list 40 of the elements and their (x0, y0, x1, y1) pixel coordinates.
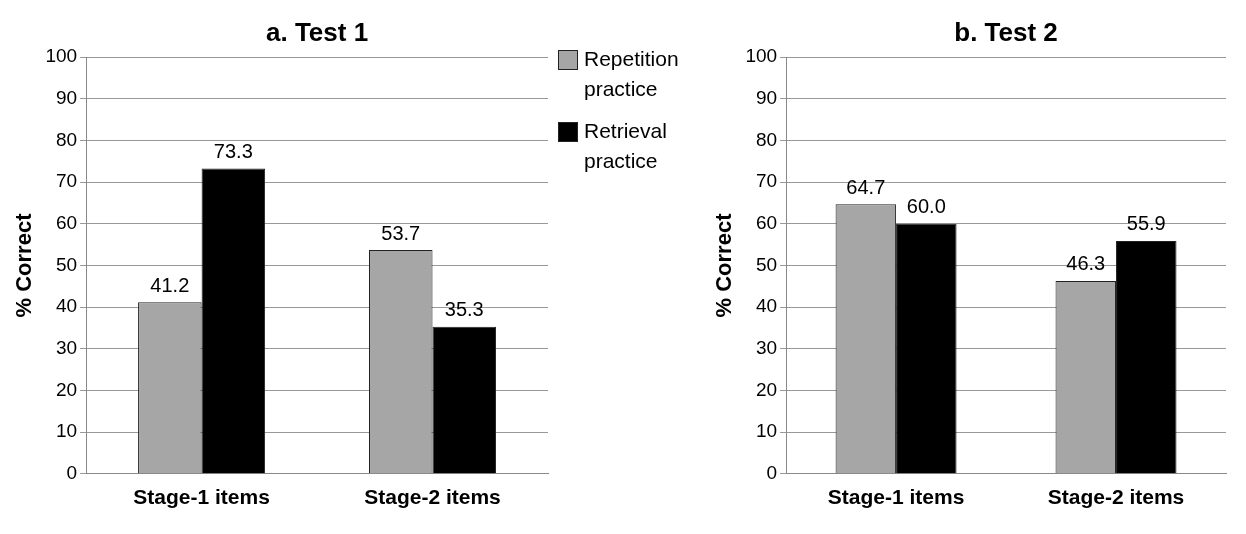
y-tick-label: 50 (755, 253, 778, 275)
x-tick-label: Stage-1 items (133, 485, 270, 509)
y-tick-label: 100 (745, 45, 778, 67)
data-label: 46.3 (1066, 252, 1106, 275)
data-label: 35.3 (444, 298, 484, 321)
y-tick-label: 40 (755, 295, 778, 317)
y-tick-label: 60 (755, 212, 778, 234)
x-tick-label: Stage-2 items (1047, 485, 1185, 509)
data-label: 41.2 (150, 273, 190, 296)
y-tick-label: 10 (55, 420, 78, 442)
y-tick-label: 100 (45, 45, 78, 67)
y-tick-label: 30 (755, 337, 778, 359)
y-axis-title: % Correct (711, 212, 737, 318)
y-tick-label: 90 (755, 87, 778, 109)
data-label: 73.3 (213, 139, 253, 162)
y-tick-label: 80 (55, 128, 78, 150)
y-tick-label: 40 (55, 295, 78, 317)
data-label: 64.7 (846, 175, 886, 198)
y-tick-label: 50 (55, 253, 78, 275)
data-label: 60.0 (906, 195, 946, 218)
y-tick-label: 70 (755, 170, 778, 192)
data-label: 55.9 (1126, 212, 1166, 235)
y-tick-label: 20 (55, 378, 78, 400)
y-tick-label: 80 (755, 128, 778, 150)
y-tick-label: 0 (766, 462, 778, 484)
data-label: 53.7 (381, 221, 421, 244)
legend-label: Retrieval practice (584, 118, 668, 174)
x-tick-label: Stage-2 items (364, 485, 501, 509)
y-tick-label: 60 (55, 212, 78, 234)
x-tick-label: Stage-1 items (827, 485, 965, 509)
legend-label: Repetition practice (584, 46, 680, 102)
y-tick-label: 30 (55, 337, 78, 359)
chart-title: b. Test 2 (954, 16, 1058, 47)
y-tick-label: 70 (55, 170, 78, 192)
y-tick-label: 0 (66, 462, 78, 484)
y-axis-title: % Correct (11, 212, 37, 318)
y-tick-label: 20 (755, 378, 778, 400)
chart-title: a. Test 1 (265, 16, 369, 47)
y-tick-label: 90 (55, 87, 78, 109)
y-tick-label: 10 (755, 420, 778, 442)
